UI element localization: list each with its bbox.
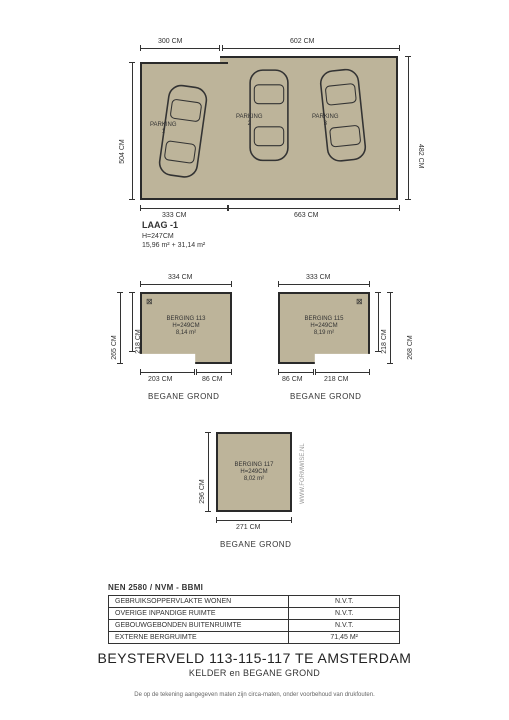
berging-115-label: BERGING 115 H=249CM 8,19 m²: [280, 316, 368, 338]
dim-label: 265 CM: [111, 335, 118, 360]
dim-line: [208, 432, 209, 512]
floorplan-page: PARKING1 PARKING2 PARKING3 300 CM 602 CM…: [0, 0, 509, 720]
dim-line: [196, 372, 232, 373]
dim-label: 86 CM: [202, 376, 223, 383]
table-row: GEBOUWGEBONDEN BUITENRUIMTEN.V.T.: [109, 620, 400, 632]
table-row: GEBRUIKSOPPERVLAKTE WONENN.V.T.: [109, 596, 400, 608]
dim-line: [228, 208, 400, 209]
dim-line: [378, 292, 379, 352]
dim-label: 602 CM: [290, 38, 315, 45]
level-title: LAAG -1: [142, 220, 205, 232]
dim-line: [278, 284, 370, 285]
garage-block: PARKING1 PARKING2 PARKING3: [140, 56, 400, 206]
dim-line: [408, 56, 409, 200]
berging-117: BERGING 117 H=249CM 8,02 m²: [216, 432, 292, 512]
dim-label: 334 CM: [168, 274, 193, 281]
berging-115-shape: ⊠ BERGING 115 H=249CM 8,19 m²: [278, 292, 370, 364]
title-line2: KELDER en BEGANE GROND: [0, 668, 509, 678]
section-title: BEGANE GROND: [290, 392, 361, 401]
measurement-table: GEBRUIKSOPPERVLAKTE WONENN.V.T. OVERIGE …: [108, 595, 400, 644]
dim-label: 218 CM: [381, 329, 388, 354]
dim-label: 300 CM: [158, 38, 183, 45]
dim-label: 268 CM: [407, 335, 414, 360]
parking-label-2: PARKING2: [236, 114, 263, 127]
main-title: BEYSTERVELD 113-115-117 TE AMSTERDAM KEL…: [0, 650, 509, 678]
berging-117-shape: BERGING 117 H=249CM 8,02 m²: [216, 432, 292, 512]
watermark: WWW.FORMWISE.NL: [300, 443, 306, 504]
dim-line: [315, 372, 370, 373]
level-height: H=247CM: [142, 232, 205, 241]
dim-label: 203 CM: [148, 376, 173, 383]
dim-label: 333 CM: [306, 274, 331, 281]
table-header: NEN 2580 / NVM - BBMI: [108, 583, 400, 592]
dim-label: 482 CM: [417, 144, 424, 169]
level-info: LAAG -1 H=247CM 15,96 m² + 31,14 m²: [142, 220, 205, 250]
section-title: BEGANE GROND: [220, 540, 291, 549]
parking-label-1: PARKING1: [150, 122, 177, 135]
disclaimer: De op de tekening aangegeven maten zijn …: [0, 692, 509, 698]
dim-line: [278, 372, 314, 373]
berging-113-shape: ⊠ BERGING 113 H=249CM 8,14 m²: [140, 292, 232, 364]
berging-117-label: BERGING 117 H=249CM 8,02 m²: [218, 462, 290, 484]
section-title: BEGANE GROND: [148, 392, 219, 401]
garage-left: PARKING1: [140, 62, 228, 200]
dim-label: 296 CM: [199, 479, 206, 504]
cross-icon: ⊠: [146, 298, 154, 306]
dim-line: [132, 292, 133, 352]
dim-label: 86 CM: [282, 376, 303, 383]
garage-join: [220, 64, 230, 198]
cross-icon: ⊠: [356, 298, 364, 306]
berging-113-label: BERGING 113 H=249CM 8,14 m²: [142, 316, 230, 338]
nen-table: NEN 2580 / NVM - BBMI GEBRUIKSOPPERVLAKT…: [108, 583, 400, 644]
dim-label: 218 CM: [324, 376, 349, 383]
dim-line: [140, 208, 228, 209]
level-area: 15,96 m² + 31,14 m²: [142, 241, 205, 250]
dim-label: 504 CM: [119, 139, 126, 164]
berging-113: ⊠ BERGING 113 H=249CM 8,14 m²: [140, 292, 232, 364]
garage-right: [220, 56, 398, 200]
table-row: OVERIGE INPANDIGE RUIMTEN.V.T.: [109, 608, 400, 620]
dim-line: [222, 48, 400, 49]
dim-label: 333 CM: [162, 212, 187, 219]
dim-line: [140, 372, 195, 373]
table-row: EXTERNE BERGRUIMTE71,45 M²: [109, 632, 400, 644]
title-line1: BEYSTERVELD 113-115-117 TE AMSTERDAM: [0, 650, 509, 666]
dim-line: [140, 48, 220, 49]
dim-line: [132, 62, 133, 200]
dim-line: [216, 520, 292, 521]
dim-line: [120, 292, 121, 364]
dim-line: [390, 292, 391, 364]
dim-label: 271 CM: [236, 524, 261, 531]
parking-label-3: PARKING3: [312, 114, 339, 127]
dim-label: 218 CM: [135, 329, 142, 354]
dim-label: 663 CM: [294, 212, 319, 219]
berging-115: ⊠ BERGING 115 H=249CM 8,19 m²: [278, 292, 370, 364]
dim-line: [140, 284, 232, 285]
